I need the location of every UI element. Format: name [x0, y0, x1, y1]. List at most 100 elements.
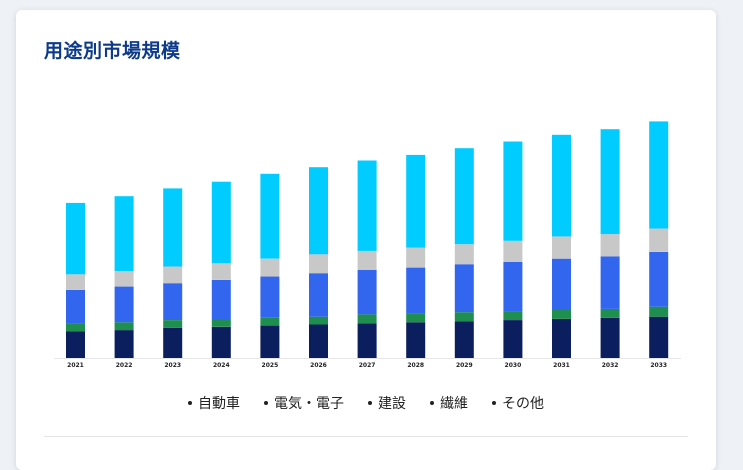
bar-segment-2024-1 — [211, 318, 231, 327]
bar-segment-2033-4 — [649, 121, 669, 229]
x-tick-labels: 2021 2022 2023 2024 2025 2026 2027 2028 2029 2030… — [67, 362, 667, 369]
bar-segment-2026-1 — [309, 316, 328, 325]
bar-segment-2024-4 — [211, 181, 231, 264]
legend-item-3: 繊維 — [430, 393, 468, 413]
bar-segment-2025-1 — [260, 317, 280, 326]
bar-segment-2026-0 — [309, 324, 328, 358]
bar-segment-2028-0 — [406, 322, 426, 358]
x-tick-label-2027: 2027 — [359, 362, 376, 369]
bar-segment-2027-2 — [357, 269, 377, 315]
legend-item-2: 建設 — [368, 393, 406, 413]
bar-segment-2026-3 — [309, 254, 328, 274]
bar-segment-2025-4 — [260, 173, 280, 259]
bar-segment-2022-4 — [114, 196, 134, 271]
bar-segment-2028-3 — [406, 247, 426, 268]
bar-segment-2027-3 — [357, 250, 377, 270]
legend-item-4: その他 — [492, 393, 544, 413]
bar-segment-2029-2 — [454, 264, 474, 313]
bar-segment-2021-3 — [66, 274, 85, 290]
legend-item-1: 電気・電子 — [264, 393, 344, 413]
bar-segment-2031-2 — [552, 258, 571, 310]
bars-group — [66, 121, 669, 359]
bar-segment-2026-4 — [309, 167, 328, 255]
bar-segment-2022-3 — [114, 270, 134, 287]
bar-segment-2025-2 — [260, 276, 280, 318]
bar-segment-2032-4 — [600, 129, 620, 235]
legend-bullet-icon — [188, 401, 192, 405]
bar-segment-2031-0 — [552, 318, 571, 358]
bar-segment-2029-3 — [454, 244, 474, 265]
legend-label: その他 — [502, 396, 544, 412]
bar-segment-2030-3 — [503, 240, 523, 262]
x-tick-label-2023: 2023 — [164, 362, 181, 369]
bar-segment-2027-1 — [357, 314, 377, 324]
bar-segment-2021-1 — [66, 323, 85, 332]
legend-label: 建設 — [378, 396, 406, 412]
bar-segment-2030-0 — [503, 320, 523, 358]
bar-segment-2027-0 — [357, 323, 377, 358]
legend-bullet-icon — [264, 401, 268, 405]
bar-segment-2022-1 — [114, 322, 134, 331]
legend-label: 自動車 — [198, 396, 240, 412]
bar-segment-2028-4 — [406, 154, 426, 248]
bar-segment-2023-1 — [163, 320, 183, 328]
chart-legend: 自動車 電気・電子 建設 繊維 その他 — [16, 393, 716, 413]
bar-segment-2027-4 — [357, 160, 377, 251]
legend-item-0: 自動車 — [188, 393, 240, 413]
x-tick-label-2026: 2026 — [310, 362, 327, 369]
x-tick-label-2025: 2025 — [262, 362, 279, 369]
bar-segment-2022-2 — [114, 286, 134, 323]
divider — [44, 436, 688, 437]
bar-segment-2030-4 — [503, 141, 523, 241]
legend-label: 電気・電子 — [274, 396, 344, 412]
bar-segment-2032-0 — [600, 317, 620, 358]
x-tick-label-2022: 2022 — [116, 362, 133, 369]
legend-bullet-icon — [492, 401, 496, 405]
legend-bullet-icon — [368, 401, 372, 405]
legend-label: 繊維 — [440, 396, 468, 412]
bar-segment-2033-2 — [649, 252, 669, 307]
bar-segment-2025-0 — [260, 325, 280, 358]
chart-title: 用途別市場規模 — [44, 40, 181, 62]
bar-segment-2021-2 — [66, 289, 85, 324]
x-tick-label-2030: 2030 — [505, 362, 522, 369]
bar-segment-2030-2 — [503, 262, 523, 312]
bar-segment-2028-1 — [406, 313, 426, 323]
bar-segment-2032-3 — [600, 234, 620, 257]
bar-segment-2023-0 — [163, 327, 183, 358]
bar-segment-2021-0 — [66, 331, 85, 358]
bar-segment-2021-4 — [66, 202, 85, 275]
legend-bullet-icon — [430, 401, 434, 405]
bar-segment-2031-4 — [552, 134, 571, 237]
x-tick-label-2032: 2032 — [602, 362, 619, 369]
bar-segment-2028-2 — [406, 267, 426, 314]
x-tick-label-2021: 2021 — [67, 362, 84, 369]
bar-segment-2024-3 — [211, 263, 231, 280]
chart-card: 用途別市場規模 2021 2022 2023 2024 2025 2026 2027 2028… — [16, 10, 716, 470]
bar-segment-2024-2 — [211, 279, 231, 319]
bar-segment-2023-3 — [163, 266, 183, 284]
bar-segment-2031-3 — [552, 236, 571, 259]
bar-segment-2033-0 — [649, 316, 669, 358]
bar-segment-2032-1 — [600, 308, 620, 318]
bar-segment-2025-3 — [260, 258, 280, 277]
stacked-bar-chart: 2021 2022 2023 2024 2025 2026 2027 2028 2029 2030… — [54, 121, 681, 369]
x-tick-label-2028: 2028 — [407, 362, 424, 369]
bar-segment-2026-2 — [309, 273, 328, 317]
bar-segment-2029-0 — [454, 321, 474, 358]
bar-segment-2033-3 — [649, 228, 669, 252]
bar-segment-2030-1 — [503, 311, 523, 320]
bar-segment-2022-0 — [114, 330, 134, 358]
bar-segment-2023-4 — [163, 188, 183, 267]
bar-segment-2029-1 — [454, 312, 474, 322]
bar-segment-2023-2 — [163, 283, 183, 320]
bar-segment-2032-2 — [600, 256, 620, 309]
bar-segment-2029-4 — [454, 148, 474, 245]
bar-segment-2033-1 — [649, 306, 669, 317]
bar-segment-2031-1 — [552, 310, 571, 319]
x-tick-label-2031: 2031 — [553, 362, 570, 369]
x-tick-label-2033: 2033 — [650, 362, 667, 369]
x-tick-label-2029: 2029 — [456, 362, 473, 369]
bar-segment-2024-0 — [211, 326, 231, 359]
x-tick-label-2024: 2024 — [213, 362, 230, 369]
